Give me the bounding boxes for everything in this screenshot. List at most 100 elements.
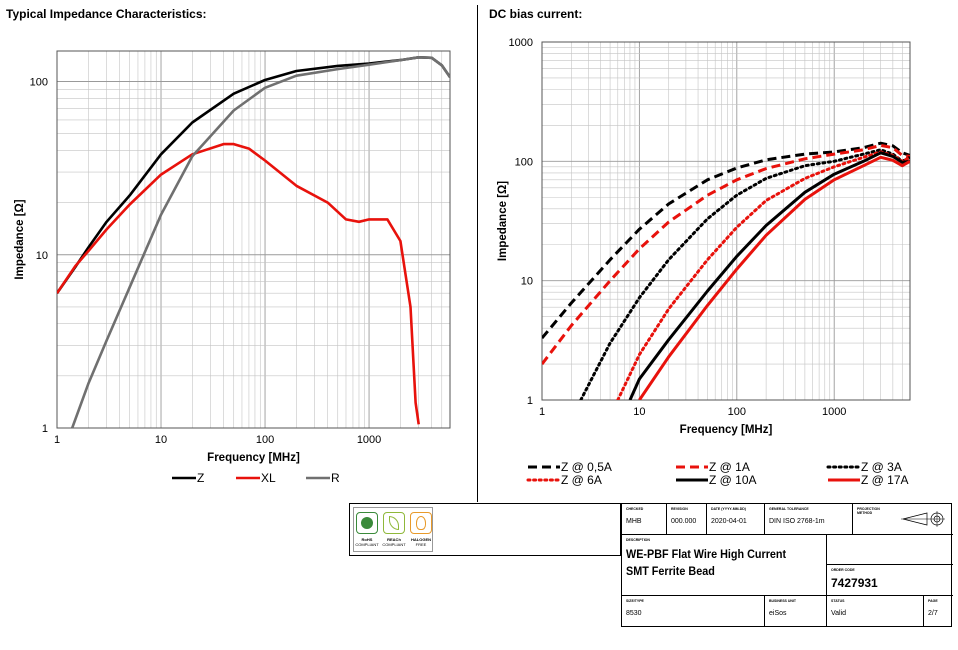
dcb-x-tick-label: 100 xyxy=(728,406,746,418)
business-unit-cell: BUSINESS UNIT eiSos xyxy=(764,596,826,627)
dcb-legend-label: Z @ 3A xyxy=(861,460,902,474)
projection-icon xyxy=(901,511,945,527)
halogen-label: HALOGEN xyxy=(411,537,431,542)
page-cell: PAGE 2/7 xyxy=(923,596,953,627)
order-code-cell: ORDER CODE 7427931 xyxy=(827,565,953,595)
dcb-y-tick-label: 100 xyxy=(515,156,533,168)
rohs-globe xyxy=(361,517,373,529)
dcb-y-tick-label: 1 xyxy=(527,395,533,407)
description-line-1: WE-PBF Flat Wire High Current xyxy=(626,547,787,561)
imp-series-z xyxy=(57,56,450,294)
date-value: 2020-04-01 xyxy=(711,518,747,525)
vertical-divider xyxy=(477,5,478,502)
dcb-legend-label: Z @ 10A xyxy=(709,473,757,487)
tolerance-cell: GENERAL TOLERANCE DIN ISO 2768-1m xyxy=(764,504,852,534)
projection-cell: PROJECTION METHOD xyxy=(852,504,953,534)
right-chart-title: DC bias current: xyxy=(489,7,583,21)
rohs-icon xyxy=(356,512,378,534)
business-unit-label: BUSINESS UNIT xyxy=(769,599,797,603)
dcb-x-tick-label: 1000 xyxy=(822,406,846,418)
imp-y-tick-label: 1 xyxy=(42,423,48,435)
order-code-value: 7427931 xyxy=(831,576,878,590)
size-cell: SIZE/TYPE 8530 xyxy=(622,596,764,627)
certification-inner xyxy=(353,507,433,552)
date-label: DATE (YYYY-MM-DD) xyxy=(711,507,746,511)
dcb-grid xyxy=(541,41,911,401)
projection-label: PROJECTION METHOD xyxy=(857,507,880,515)
halogen-sub: FREE xyxy=(415,542,427,547)
imp-x-tick-label: 10 xyxy=(155,434,167,446)
dcb-legend-label: Z @ 0,5A xyxy=(561,460,612,474)
checked-value: MHB xyxy=(626,518,642,525)
reach-leaf xyxy=(389,516,399,530)
certification-box xyxy=(349,503,621,556)
revision-label: REVISION xyxy=(671,507,688,511)
dcb-series-z-1a xyxy=(542,143,910,366)
description-line-2: SMT Ferrite Bead xyxy=(626,564,715,578)
tolerance-value: DIN ISO 2768-1m xyxy=(769,518,825,525)
dcb-x-tick-label: 10 xyxy=(633,406,645,418)
date-cell: DATE (YYYY-MM-DD) 2020-04-01 xyxy=(706,504,764,534)
imp-legend-label: R xyxy=(331,471,340,485)
reach-icon xyxy=(383,512,405,534)
checked-label: CHECKED xyxy=(626,507,644,511)
size-label: SIZE/TYPE xyxy=(626,599,644,603)
order-code-label: ORDER CODE xyxy=(831,568,855,572)
halogen-free-icon xyxy=(410,512,432,534)
reach-sub: COMPLIANT xyxy=(382,542,406,547)
dcb-x-tick-label: 1 xyxy=(539,406,545,418)
imp-x-axis-label: Frequency [MHz] xyxy=(207,452,300,464)
row-divider-1 xyxy=(622,534,953,535)
dcb-legend-label: Z @ 1A xyxy=(709,460,750,474)
dcb-y-tick-label: 10 xyxy=(521,276,533,288)
page-label: PAGE xyxy=(928,599,938,603)
imp-series-r xyxy=(70,56,450,428)
imp-x-tick-label: 100 xyxy=(256,434,274,446)
description-label: DESCRIPTION xyxy=(626,538,650,542)
revision-value: 000.000 xyxy=(671,518,697,525)
imp-legend-label: Z xyxy=(197,471,204,485)
title-grid: CHECKED MHB REVISION 000.000 DATE (YYYY-… xyxy=(621,503,953,627)
rohs-label: RoHS xyxy=(361,537,373,542)
dcb-x-axis-label: Frequency [MHz] xyxy=(680,424,773,436)
business-unit-value: eiSos xyxy=(769,610,787,617)
size-value: 8530 xyxy=(626,610,642,617)
dcb-legend-label: Z @ 6A xyxy=(561,473,602,487)
imp-y-tick-label: 100 xyxy=(30,77,48,89)
dcb-legend-label: Z @ 17A xyxy=(861,473,909,487)
imp-x-tick-label: 1000 xyxy=(357,434,381,446)
description-cell: DESCRIPTION WE-PBF Flat Wire High Curren… xyxy=(622,535,826,595)
desc-vertical-line xyxy=(826,535,827,595)
dcb-y-tick-label: 1000 xyxy=(509,37,533,49)
dcb-series-z-6a xyxy=(616,150,910,400)
revision-cell: REVISION 000.000 xyxy=(666,504,706,534)
dcb-plot-frame xyxy=(541,41,911,401)
dcb-series-z-17a xyxy=(638,155,910,400)
status-value: Valid xyxy=(831,610,847,617)
halogen-flame xyxy=(416,516,426,530)
imp-legend-label: XL xyxy=(261,471,276,485)
row-divider-right xyxy=(826,564,953,565)
dcb-y-axis-label: Impedance [Ω] xyxy=(497,181,509,261)
dcb-series-z-10a xyxy=(628,151,910,400)
imp-x-tick-label: 1 xyxy=(54,434,60,446)
dcb-series-z-0-5a xyxy=(542,141,910,340)
dcb-series-z-3a xyxy=(579,148,910,400)
imp-y-tick-label: 10 xyxy=(36,250,48,262)
status-label: STATUS xyxy=(831,599,845,603)
title-block: CHECKED MHB REVISION 000.000 DATE (YYYY-… xyxy=(349,503,953,627)
imp-series-xl xyxy=(57,142,420,425)
imp-grid xyxy=(56,51,451,429)
dc-bias-chart: 1 10 100 1000 1 10 100 1000 Frequency [MHz] Imped… xyxy=(497,37,911,487)
impedance-chart: 1 10 100 1000 1 10 100 Frequency [MHz] Impedance… xyxy=(14,50,451,485)
imp-y-axis-label: Impedance [Ω] xyxy=(14,199,26,279)
reach-label: REACh xyxy=(387,537,401,542)
rohs-sub: COMPLIANT xyxy=(355,542,379,547)
checked-cell: CHECKED MHB xyxy=(622,504,666,534)
status-cell: STATUS Valid xyxy=(826,596,923,627)
row-divider-2 xyxy=(622,595,953,596)
left-chart-title: Typical Impedance Characteristics: xyxy=(6,7,207,21)
imp-plot-frame xyxy=(56,50,451,429)
tolerance-label: GENERAL TOLERANCE xyxy=(769,507,809,511)
page-value: 2/7 xyxy=(928,610,938,617)
